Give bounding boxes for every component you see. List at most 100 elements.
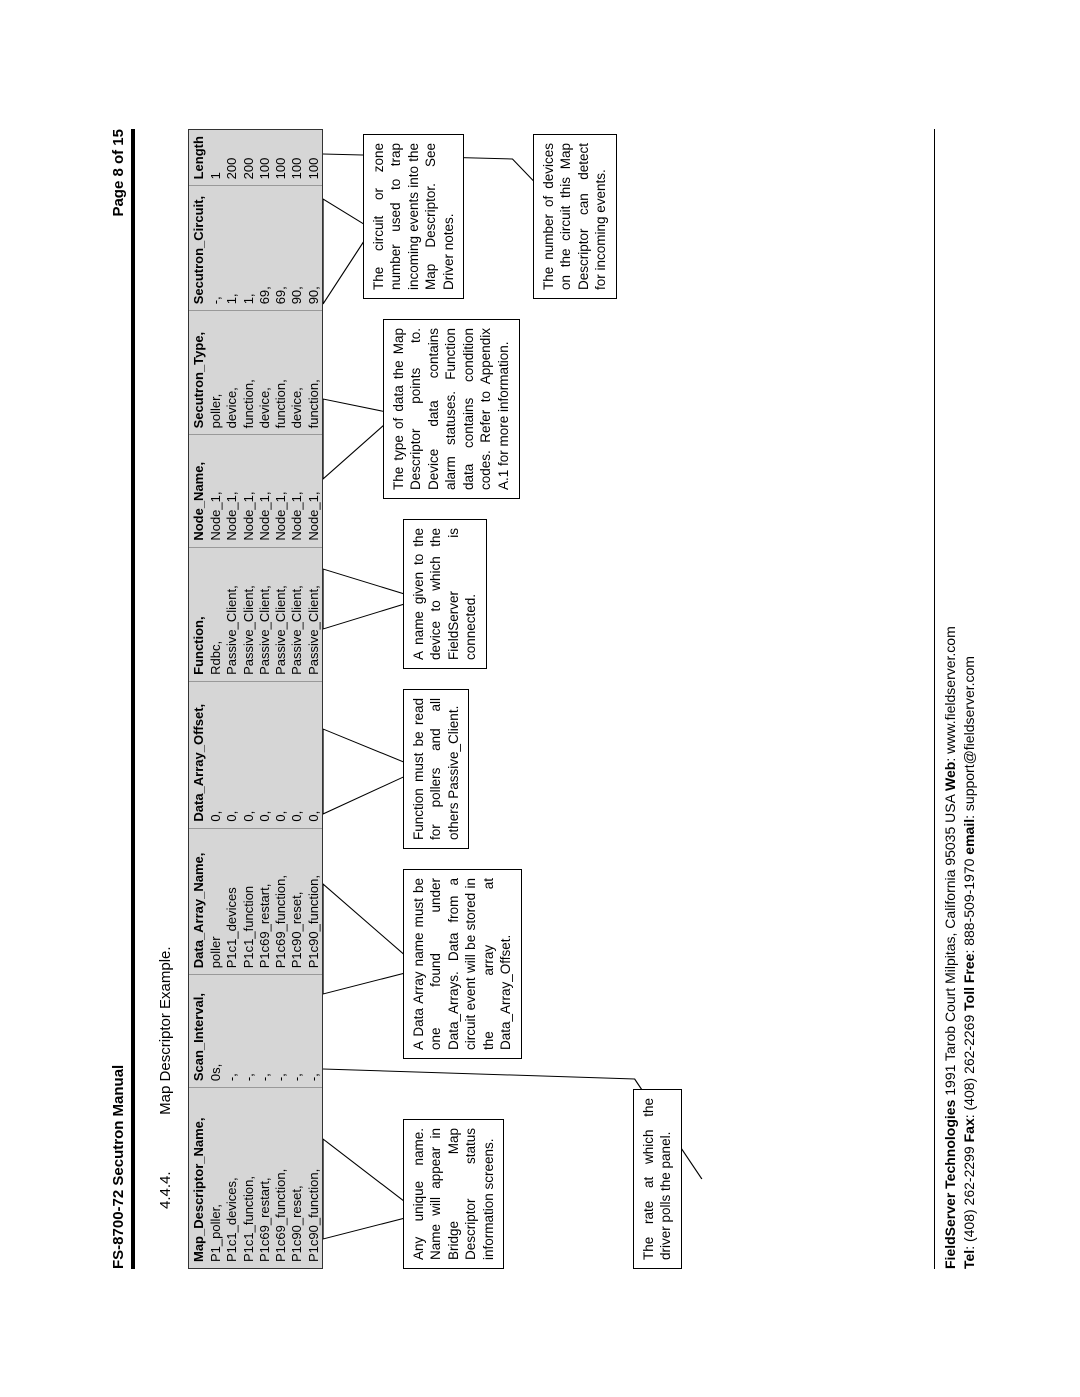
table-cell: Passive_Client,: [241, 547, 257, 681]
table-cell: P1c90_reset,: [289, 828, 305, 975]
table-cell: 0,: [289, 681, 305, 828]
table-cell: -,: [306, 974, 322, 1087]
table-cell: 0,: [257, 681, 273, 828]
table-cell: -,: [224, 974, 240, 1087]
table-header-cell: Scan_Interval,: [189, 974, 208, 1087]
table-cell: 90,: [289, 185, 305, 310]
page-header: FS-8700-72 Secutron Manual Page 8 of 15: [110, 129, 135, 1269]
table-cell: 0,: [241, 681, 257, 828]
table-body: P1_poller,0s,poller0,Rdbc,Node_1,poller,…: [208, 130, 322, 1268]
footer-web-value: : www.fieldserver.com: [942, 626, 958, 761]
table-cell: function,: [273, 310, 289, 434]
table-cell: P1c90_reset,: [289, 1087, 305, 1267]
table-cell: 69,: [257, 185, 273, 310]
table-cell: Rdbc,: [208, 547, 224, 681]
table-cell: P1c90_function,: [306, 828, 322, 975]
table-cell: 100: [306, 130, 322, 186]
callout-secutron-type: The type of data the Map Descriptor poin…: [383, 319, 520, 499]
table-cell: P1c69_restart,: [257, 828, 273, 975]
footer-address: 1991 Tarob Court Milpitas, California 95…: [942, 790, 958, 1099]
table-row: P1c69_function,-,P1c69_function,0,Passiv…: [273, 130, 289, 1268]
page-number: Page 8 of 15: [110, 129, 127, 217]
table-cell: Node_1,: [306, 434, 322, 546]
table-cell: P1c90_function,: [306, 1087, 322, 1267]
table-cell: 1,: [241, 185, 257, 310]
table-header-cell: Node_Name,: [189, 434, 208, 546]
table-row: P1c1_function,-,P1c1_function0,Passive_C…: [241, 130, 257, 1268]
table-header-row: Map_Descriptor_Name,Scan_Interval,Data_A…: [189, 130, 208, 1268]
config-table: Map_Descriptor_Name,Scan_Interval,Data_A…: [189, 130, 322, 1268]
config-table-container: Map_Descriptor_Name,Scan_Interval,Data_A…: [188, 129, 323, 1269]
table-cell: function,: [241, 310, 257, 434]
table-cell: Passive_Client,: [306, 547, 322, 681]
table-cell: 100: [273, 130, 289, 186]
table-cell: 0,: [306, 681, 322, 828]
footer-tel-value: : (408) 262-2299: [961, 1142, 977, 1249]
table-row: P1_poller,0s,poller0,Rdbc,Node_1,poller,…: [208, 130, 224, 1268]
table-header-cell: Function,: [189, 547, 208, 681]
table-cell: P1c1_function: [241, 828, 257, 975]
table-cell: device,: [289, 310, 305, 434]
table-cell: Node_1,: [289, 434, 305, 546]
table-cell: poller: [208, 828, 224, 975]
table-cell: P1c69_restart,: [257, 1087, 273, 1267]
table-cell: 200: [224, 130, 240, 186]
doc-title: FS-8700-72 Secutron Manual: [110, 1064, 127, 1268]
footer-tel-label: Tel: [961, 1249, 977, 1268]
section-heading: 4.4.4. Map Descriptor Example.: [157, 129, 174, 1209]
footer-fax-label: Fax: [961, 1118, 977, 1142]
section-number: 4.4.4.: [157, 1119, 174, 1209]
table-cell: -,: [208, 185, 224, 310]
table-cell: P1c1_devices: [224, 828, 240, 975]
footer-company: FieldServer Technologies: [942, 1099, 958, 1268]
table-cell: Passive_Client,: [257, 547, 273, 681]
table-row: P1c1_devices,-,P1c1_devices0,Passive_Cli…: [224, 130, 240, 1268]
table-header-cell: Data_Array_Offset,: [189, 681, 208, 828]
callout-data-array-name: A Data Array name must be one found unde…: [403, 869, 522, 1059]
table-cell: 0,: [224, 681, 240, 828]
callout-scan-interval: The rate at which the driver polls the p…: [633, 1089, 682, 1269]
table-cell: P1c1_function,: [241, 1087, 257, 1267]
table-cell: 0,: [208, 681, 224, 828]
table-cell: Node_1,: [257, 434, 273, 546]
callout-secutron-circuit: The circuit or zone number used to trap …: [363, 134, 465, 299]
table-cell: 0,: [273, 681, 289, 828]
table-cell: Passive_Client,: [273, 547, 289, 681]
page: FS-8700-72 Secutron Manual Page 8 of 15 …: [50, 59, 1030, 1339]
table-cell: Node_1,: [224, 434, 240, 546]
footer-fax-value: : (408) 262-2269: [961, 1010, 977, 1117]
section-title-text: Map Descriptor Example.: [157, 946, 174, 1114]
table-cell: P1c1_devices,: [224, 1087, 240, 1267]
table-header-cell: Data_Array_Name,: [189, 828, 208, 975]
table-cell: P1c69_function,: [273, 828, 289, 975]
table-row: P1c90_reset,-,P1c90_reset,0,Passive_Clie…: [289, 130, 305, 1268]
table-cell: -,: [241, 974, 257, 1087]
table-cell: Node_1,: [273, 434, 289, 546]
table-header-cell: Secutron_Circuit,: [189, 185, 208, 310]
table-cell: Node_1,: [208, 434, 224, 546]
page-footer: FieldServer Technologies 1991 Tarob Cour…: [934, 129, 980, 1269]
table-cell: 100: [289, 130, 305, 186]
table-cell: poller,: [208, 310, 224, 434]
table-cell: 0s,: [208, 974, 224, 1087]
table-cell: device,: [257, 310, 273, 434]
footer-email-label: email: [961, 818, 977, 854]
table-cell: -,: [289, 974, 305, 1087]
table-cell: 1,: [224, 185, 240, 310]
table-header-cell: Map_Descriptor_Name,: [189, 1087, 208, 1267]
table-cell: Node_1,: [241, 434, 257, 546]
table-row: P1c69_restart,-,P1c69_restart,0,Passive_…: [257, 130, 273, 1268]
table-cell: Passive_Client,: [224, 547, 240, 681]
table-cell: device,: [224, 310, 240, 434]
table-header-cell: Length: [189, 130, 208, 186]
callout-node-name: A name given to the device to which the …: [403, 519, 487, 669]
table-cell: function,: [306, 310, 322, 434]
table-cell: 100: [257, 130, 273, 186]
table-cell: 200: [241, 130, 257, 186]
footer-web-label: Web: [942, 761, 958, 790]
callout-area: Any unique name. Name will appear in Bri…: [323, 129, 934, 1269]
table-cell: Passive_Client,: [289, 547, 305, 681]
footer-toll-label: Toll Free: [961, 953, 977, 1010]
footer-email-value: : support@fieldserver.com: [961, 656, 977, 819]
table-header-cell: Secutron_Type,: [189, 310, 208, 434]
